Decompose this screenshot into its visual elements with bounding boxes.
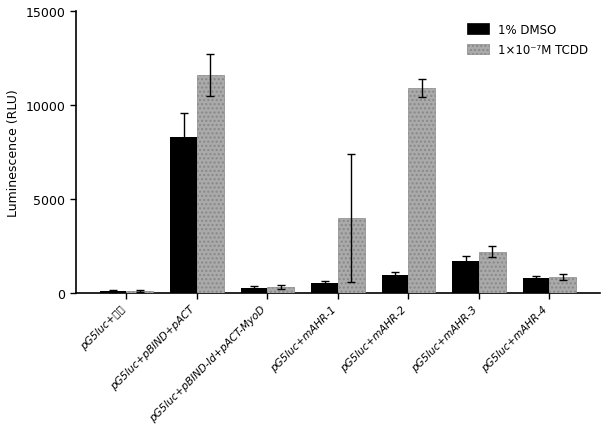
Y-axis label: Luminescence (RLU): Luminescence (RLU) (7, 89, 20, 216)
Bar (197, 76, 224, 293)
Bar (126, 291, 153, 293)
Bar (409, 89, 435, 293)
Bar (170, 138, 197, 293)
Bar (523, 279, 549, 293)
Bar (240, 288, 268, 293)
Legend: 1% DMSO, 1×10⁻⁷M TCDD: 1% DMSO, 1×10⁻⁷M TCDD (461, 18, 594, 63)
Bar (452, 261, 479, 293)
Bar (268, 287, 294, 293)
Bar (382, 276, 409, 293)
Bar (338, 218, 365, 293)
Bar (479, 252, 506, 293)
Bar (311, 283, 338, 293)
Bar (549, 277, 576, 293)
Bar (100, 292, 126, 293)
